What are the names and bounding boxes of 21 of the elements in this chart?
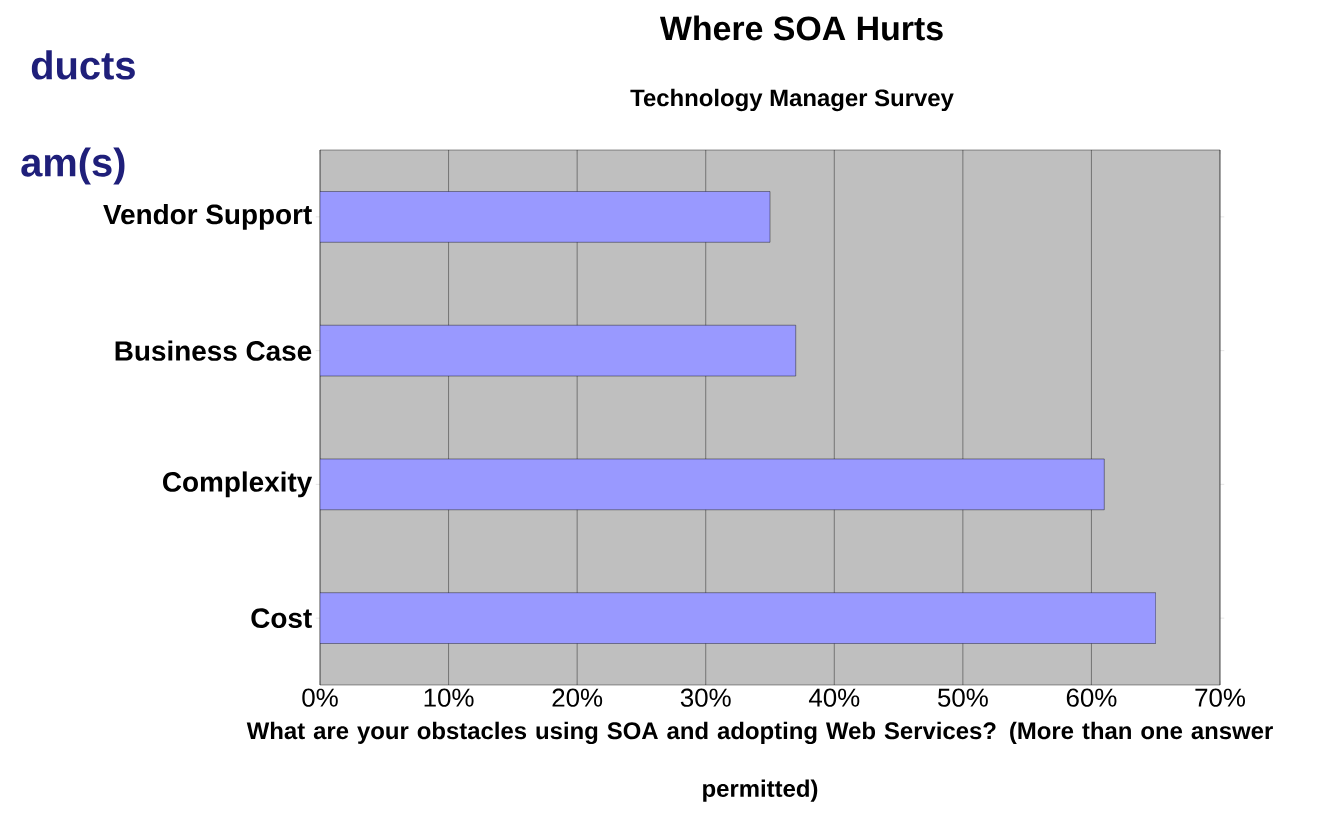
bar	[320, 325, 796, 377]
x-tick-label: 0%	[302, 688, 338, 707]
bar	[320, 592, 1156, 644]
x-tick-label: 10%	[424, 688, 474, 707]
y-tick-label: Vendor Support	[103, 203, 312, 230]
text: ducts	[31, 50, 135, 80]
chart-title: Where SOA Hurts	[659, 15, 943, 41]
x-tick-label: 20%	[552, 688, 603, 707]
y-tick-label: Complexity	[163, 471, 313, 498]
x-tick-label: 70%	[1195, 688, 1245, 707]
y-tick-label: Cost	[251, 608, 312, 628]
text: am(s)	[21, 147, 125, 185]
x-tick-label: 60%	[1066, 688, 1117, 707]
bar	[320, 458, 1105, 510]
x-tick-label: 50%	[937, 688, 988, 707]
text: What are your obstacles using SOA and adopting Web Services? (More than one answer permitted)	[246, 721, 1273, 802]
x-tick-label: 40%	[808, 688, 860, 707]
bar	[320, 191, 771, 243]
chart-subtitle: Technology Manager Survey	[630, 88, 954, 112]
x-tick-label: 30%	[680, 688, 731, 707]
y-tick-label: Business Case	[115, 340, 312, 361]
